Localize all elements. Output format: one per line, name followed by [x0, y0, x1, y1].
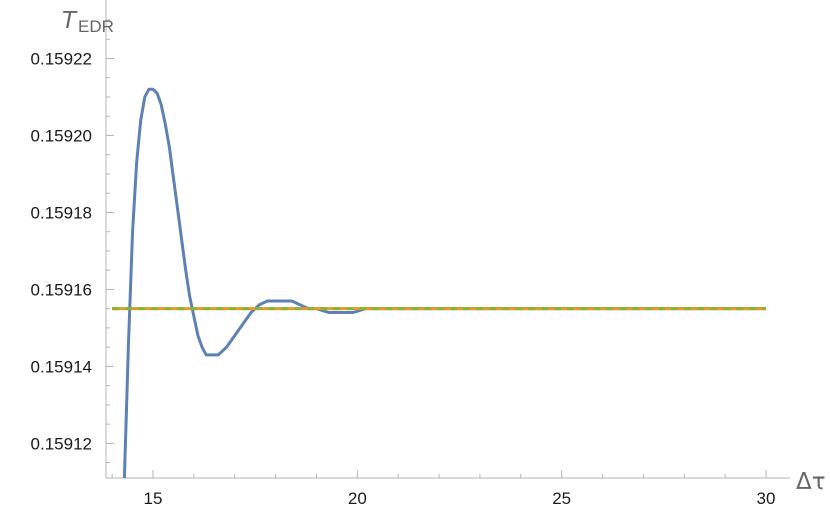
y-tick-label: 0.15918 — [31, 203, 92, 222]
series-line-1 — [122, 87, 766, 478]
y-tick-label: 0.15922 — [31, 49, 92, 68]
x-tick-label: 30 — [757, 489, 776, 508]
y-tick-label: 0.15912 — [31, 434, 92, 453]
ticks: 15 20 25 30 0.15912 0.15914 0.15916 0.15918 0.15… — [31, 19, 776, 508]
x-tick-label: 20 — [348, 489, 367, 508]
y-tick-label: 0.15920 — [31, 126, 92, 145]
series-layer — [112, 87, 766, 478]
y-tick-label: 0.15914 — [31, 357, 92, 376]
y-axis-title: T — [62, 8, 78, 34]
x-tick-label: 25 — [552, 489, 571, 508]
y-tick-label: 0.15916 — [31, 280, 92, 299]
x-axis-title: Δτ — [796, 469, 826, 495]
x-tick-label: 15 — [144, 489, 163, 508]
axis-labels: T EDR Δτ — [62, 8, 826, 495]
axes — [105, 0, 790, 479]
y-axis-title-subscript: EDR — [78, 17, 114, 36]
